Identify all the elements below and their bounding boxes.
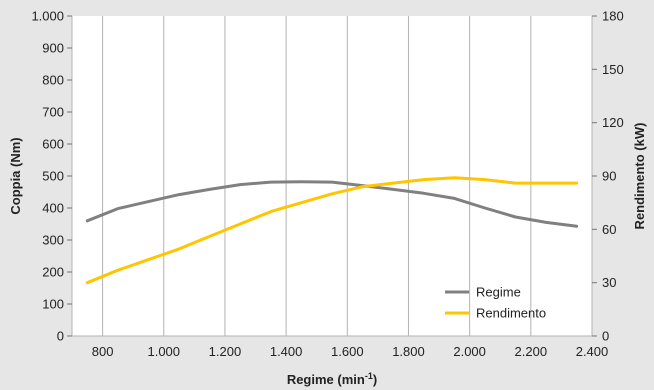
y-tick-label: 900 — [42, 41, 64, 56]
x-axis-title-end: ) — [373, 372, 377, 387]
legend-label-rendimento: Rendimento — [476, 306, 546, 321]
y-right-tick-label: 180 — [602, 9, 624, 24]
legend-label-regime: Regime — [476, 285, 521, 300]
x-tick-label: 2.400 — [576, 344, 609, 359]
plot-area — [72, 16, 592, 336]
y-axis-ticks: 0 100 200 300 400 500 600 700 800 900 1.000 — [31, 9, 72, 344]
y-right-tick-label: 0 — [602, 329, 609, 344]
x-tick-label: 2.000 — [453, 344, 486, 359]
series-lines — [85, 176, 579, 285]
y-tick-label: 500 — [42, 169, 64, 184]
y-right-axis-ticks: 0 30 60 90 120 150 180 — [592, 9, 624, 344]
y-tick-label: 700 — [42, 105, 64, 120]
series-line-rendimento — [85, 176, 579, 285]
series-line-regime — [85, 180, 579, 228]
x-tick-label: 1.200 — [209, 344, 242, 359]
x-tick-label: 800 — [92, 344, 114, 359]
x-tick-label: 1.000 — [147, 344, 180, 359]
x-axis-title-main: Regime (min — [287, 372, 365, 387]
y-right-tick-label: 30 — [602, 275, 616, 290]
x-tick-label: 1.400 — [270, 344, 303, 359]
legend: Regime Rendimento — [445, 285, 546, 321]
x-axis-title-sup: -1 — [365, 371, 373, 381]
y-tick-label: 400 — [42, 201, 64, 216]
x-axis-ticks: 800 1.000 1.200 1.400 1.600 1.800 2.000 2.200 2.… — [92, 344, 609, 359]
y-tick-label: 800 — [42, 73, 64, 88]
x-tick-label: 1.600 — [331, 344, 364, 359]
y-right-tick-label: 150 — [602, 62, 624, 77]
x-tick-label: 1.800 — [392, 344, 425, 359]
x-axis-title: Regime (min-1) — [287, 371, 377, 387]
y-axis-title: Coppia (Nm) — [8, 137, 23, 214]
y-right-axis-title: Rendimento (kW) — [632, 123, 647, 230]
y-tick-label: 300 — [42, 233, 64, 248]
y-tick-label: 100 — [42, 297, 64, 312]
y-tick-label: 1.000 — [31, 9, 64, 24]
y-tick-label: 600 — [42, 137, 64, 152]
y-right-tick-label: 60 — [602, 222, 616, 237]
y-tick-label: 0 — [57, 329, 64, 344]
y-tick-label: 200 — [42, 265, 64, 280]
y-right-tick-label: 90 — [602, 169, 616, 184]
x-tick-label: 2.200 — [515, 344, 548, 359]
y-right-tick-label: 120 — [602, 115, 624, 130]
